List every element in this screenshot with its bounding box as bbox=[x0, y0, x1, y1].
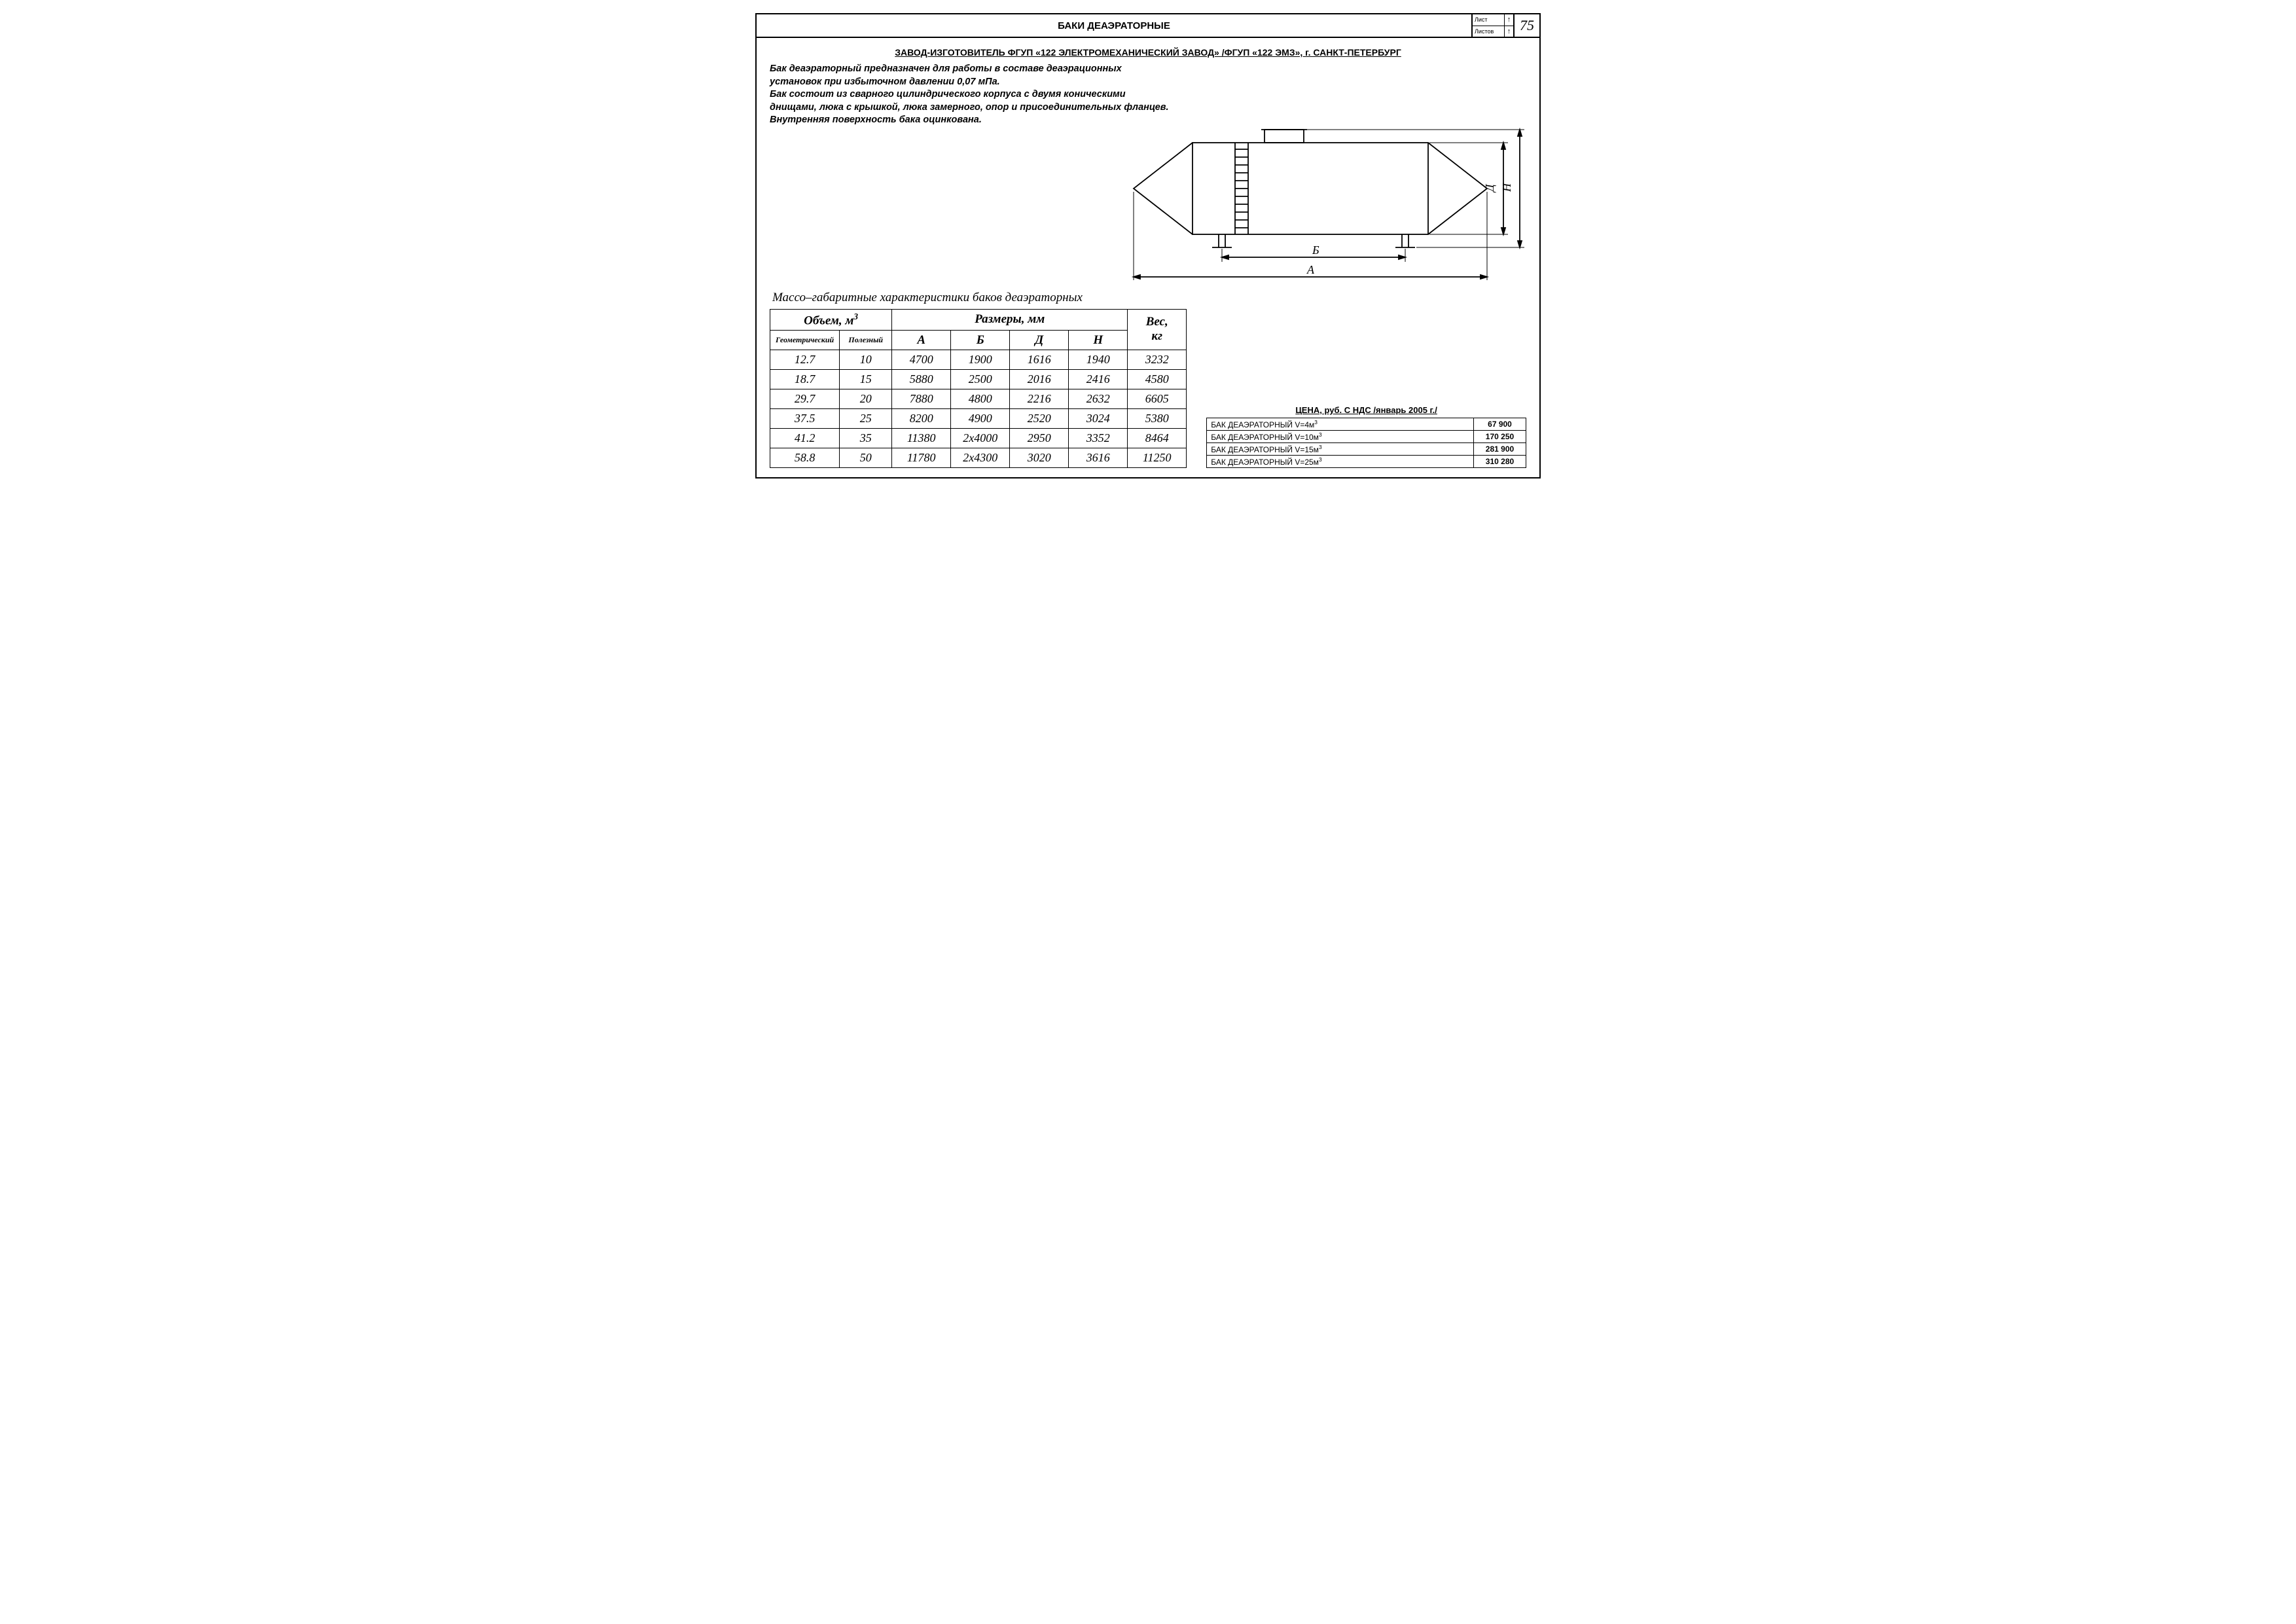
arrow-icon: ↑ bbox=[1505, 14, 1513, 26]
dim-label-h: Н bbox=[1500, 183, 1513, 192]
dimensions-table: Объем, м3 Размеры, мм Вес,кг Геометричес… bbox=[770, 309, 1187, 468]
drawing-container: Б А Д Н bbox=[770, 123, 1526, 287]
col-geom: Геометрический bbox=[770, 331, 840, 350]
table-row: 58.850117802х43003020361611250 bbox=[770, 448, 1187, 468]
price-table: БАК ДЕАЭРАТОРНЫЙ V=4м367 900 БАК ДЕАЭРАТ… bbox=[1206, 418, 1526, 468]
document-title: БАКИ ДЕАЭРАТОРНЫЕ bbox=[757, 14, 1471, 37]
col-d: Д bbox=[1010, 331, 1069, 350]
table-row: 12.71047001900161619403232 bbox=[770, 350, 1187, 370]
col-a: А bbox=[892, 331, 951, 350]
main-table-caption: Массо–габаритные характеристики баков де… bbox=[772, 291, 1526, 305]
dim-label-d: Д bbox=[1483, 183, 1496, 193]
col-weight: Вес,кг bbox=[1128, 309, 1187, 350]
meta-labels: Лист Листов bbox=[1471, 14, 1504, 37]
manufacturer-line: ЗАВОД-ИЗГОТОВИТЕЛЬ ФГУП «122 ЭЛЕКТРОМЕХА… bbox=[770, 47, 1526, 58]
desc-line: Бак состоит из сварного цилиндрического … bbox=[770, 89, 1126, 99]
table-row: БАК ДЕАЭРАТОРНЫЙ V=25м3310 280 bbox=[1207, 456, 1526, 468]
tank-drawing: Б А Д Н bbox=[1121, 123, 1526, 287]
arrow-icon: ↑ bbox=[1505, 26, 1513, 37]
sheet-meta: Лист Листов ↑ ↑ 75 bbox=[1471, 14, 1539, 37]
page-number: 75 bbox=[1513, 14, 1539, 37]
table-row: БАК ДЕАЭРАТОРНЫЙ V=4м367 900 bbox=[1207, 418, 1526, 431]
drawing-sheet: БАКИ ДЕАЭРАТОРНЫЕ Лист Листов ↑ ↑ 75 ЗАВ… bbox=[755, 13, 1541, 478]
desc-line: Бак деаэраторный предназначен для работы… bbox=[770, 63, 1122, 74]
dim-label-b: Б bbox=[1312, 244, 1319, 257]
table-row: БАК ДЕАЭРАТОРНЫЙ V=10м3170 250 bbox=[1207, 431, 1526, 443]
sheet-label: Лист bbox=[1473, 14, 1504, 26]
sheets-label: Листов bbox=[1473, 26, 1504, 37]
table-row: 41.235113802х4000295033528464 bbox=[770, 429, 1187, 448]
meta-arrows: ↑ ↑ bbox=[1504, 14, 1513, 37]
price-title: ЦЕНА, руб. С НДС /январь 2005 г./ bbox=[1206, 405, 1526, 415]
title-bar: БАКИ ДЕАЭРАТОРНЫЕ Лист Листов ↑ ↑ 75 bbox=[757, 14, 1539, 38]
table-row: 37.52582004900252030245380 bbox=[770, 409, 1187, 429]
price-block: ЦЕНА, руб. С НДС /январь 2005 г./ БАК ДЕ… bbox=[1206, 405, 1526, 468]
table-row: 29.72078804800221626326605 bbox=[770, 389, 1187, 409]
desc-line: Внутренняя поверхность бака оцинкована. bbox=[770, 115, 982, 125]
col-b: Б bbox=[951, 331, 1010, 350]
dim-label-a: А bbox=[1306, 263, 1315, 276]
content-area: ЗАВОД-ИЗГОТОВИТЕЛЬ ФГУП «122 ЭЛЕКТРОМЕХА… bbox=[757, 38, 1539, 477]
table-header-row: Объем, м3 Размеры, мм Вес,кг bbox=[770, 309, 1187, 330]
table-header-row: Геометрический Полезный А Б Д Н bbox=[770, 331, 1187, 350]
col-useful: Полезный bbox=[840, 331, 892, 350]
table-row: 18.71558802500201624164580 bbox=[770, 370, 1187, 389]
col-dims: Размеры, мм bbox=[892, 309, 1128, 330]
col-volume: Объем, м3 bbox=[770, 309, 892, 330]
desc-line: днищами, люка с крышкой, люка замерного,… bbox=[770, 102, 1169, 113]
desc-line: установок при избыточном давлении 0,07 м… bbox=[770, 77, 1000, 87]
tables-row: Объем, м3 Размеры, мм Вес,кг Геометричес… bbox=[770, 309, 1526, 468]
table-row: БАК ДЕАЭРАТОРНЫЙ V=15м3281 900 bbox=[1207, 443, 1526, 456]
description-text: Бак деаэраторный предназначен для работы… bbox=[770, 63, 1526, 127]
col-h: Н bbox=[1069, 331, 1128, 350]
